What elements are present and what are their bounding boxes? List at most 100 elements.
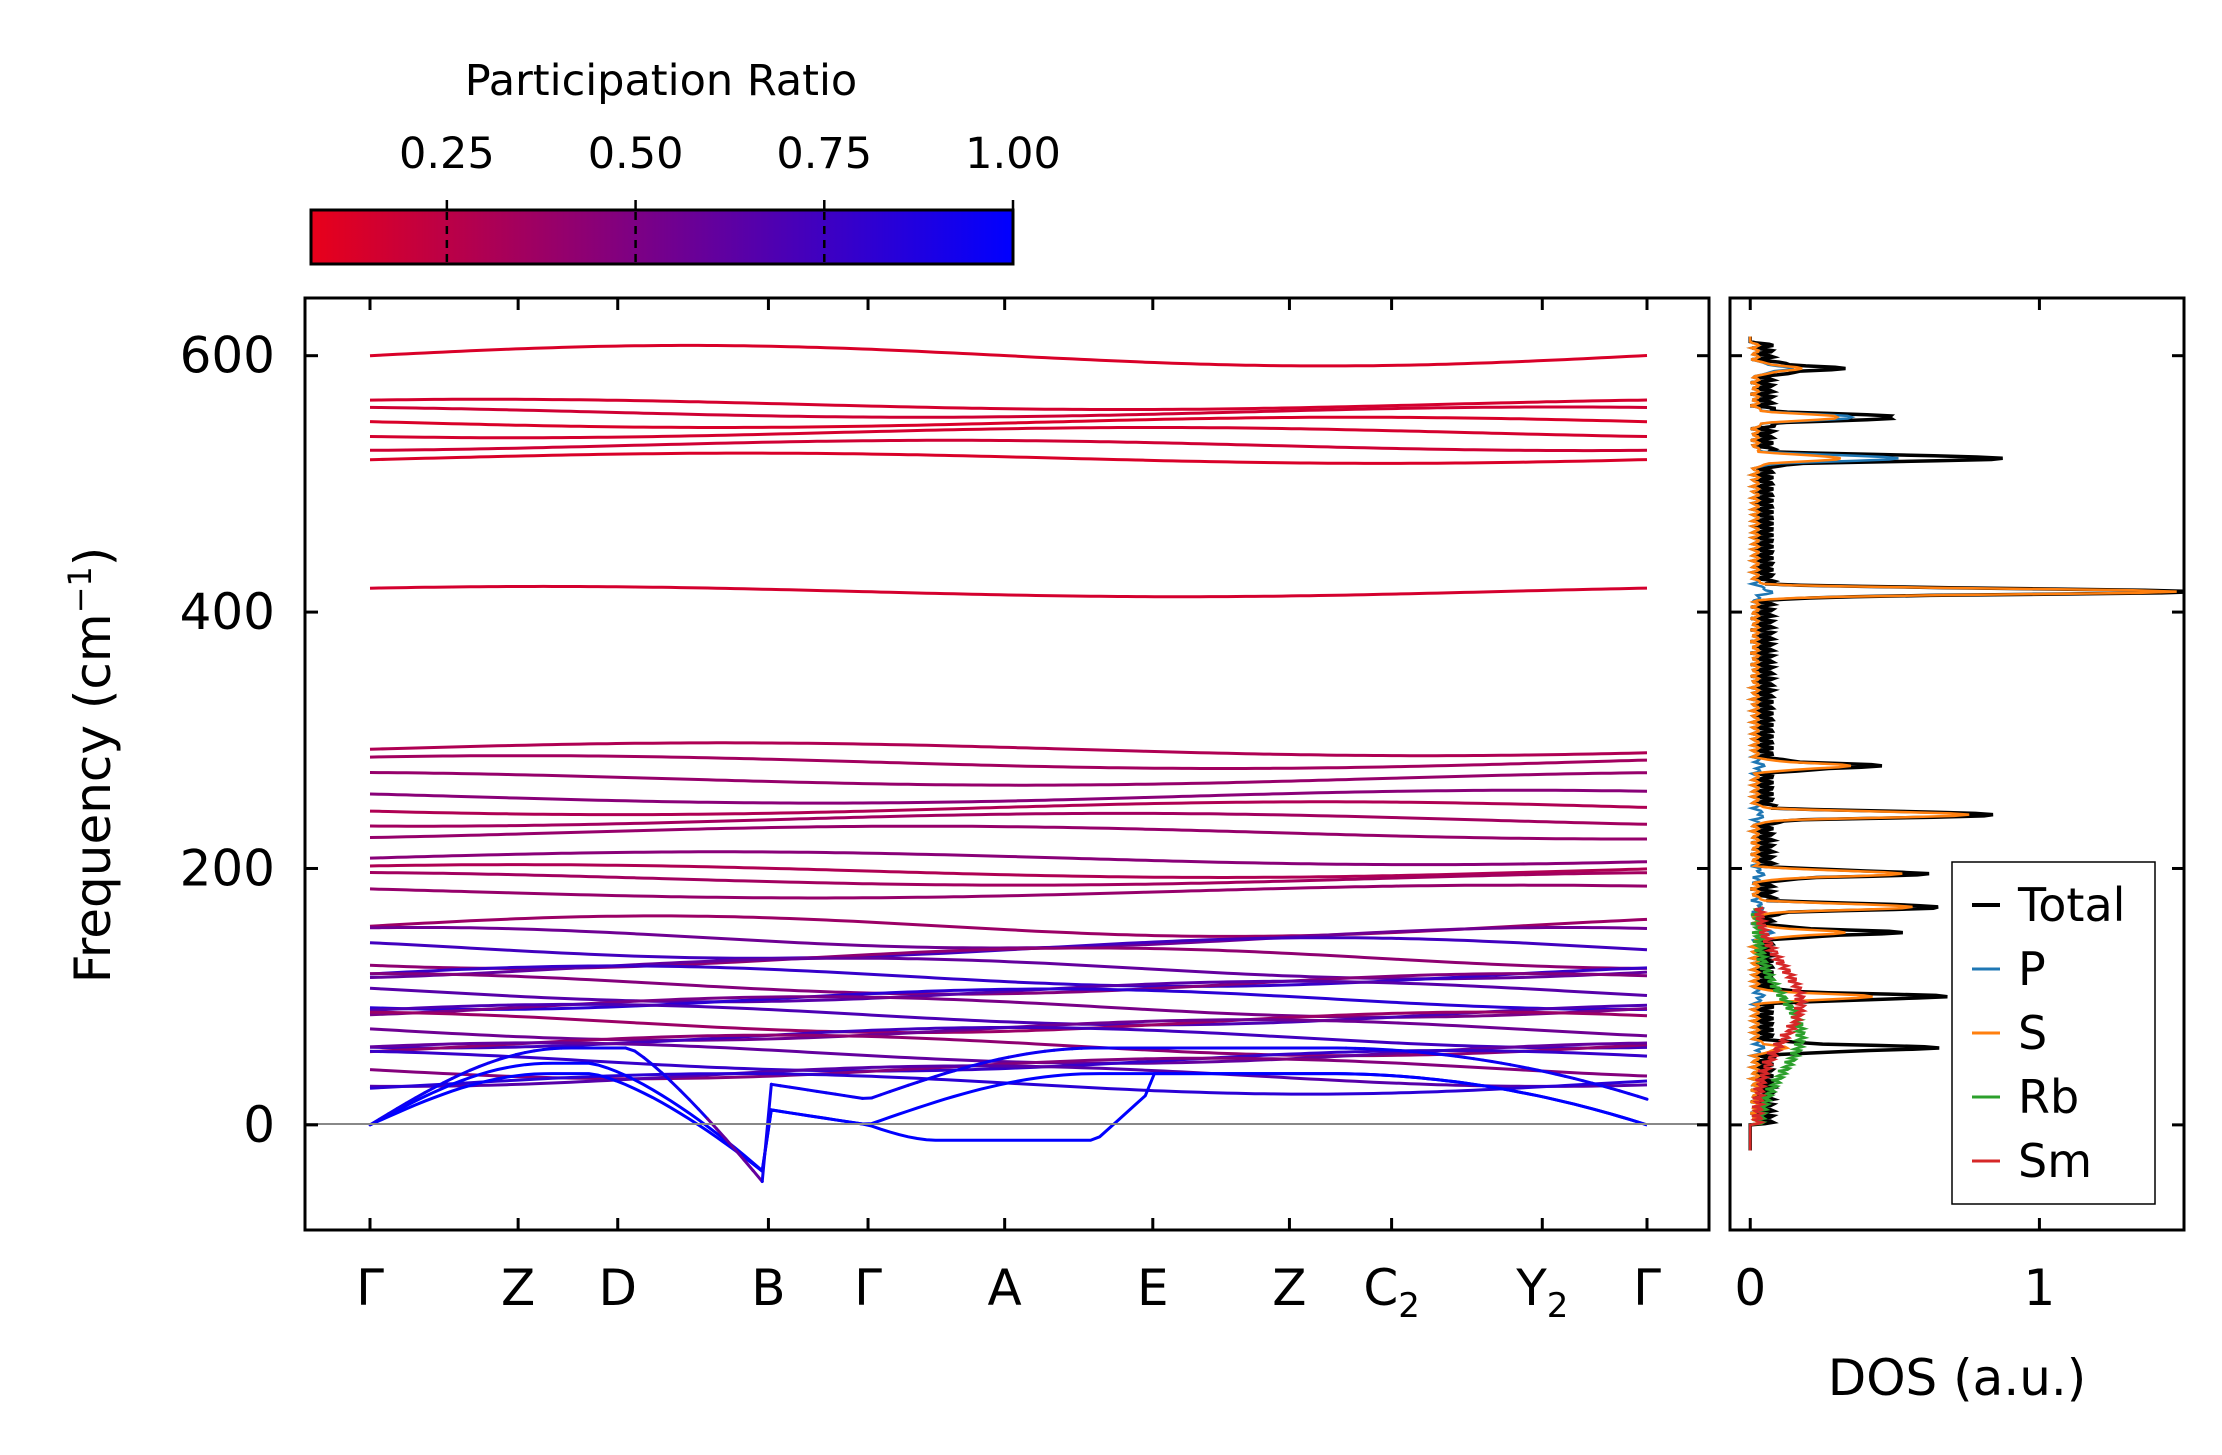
phonon-band (369, 824, 1647, 841)
band-segment (934, 1072, 947, 1078)
band-segment (633, 1049, 646, 1059)
high-symmetry-label: Y2 (1515, 1259, 1568, 1326)
band-segment (432, 1081, 445, 1090)
band-segment (1554, 1072, 1567, 1078)
band-segment (1517, 1064, 1530, 1070)
band-segment (979, 1059, 992, 1065)
legend-label: Total (2017, 878, 2125, 932)
phonon-band (369, 426, 1648, 440)
band-segment (879, 1090, 892, 1097)
dos-plot-frame (1728, 296, 2186, 1232)
ylabel-sup: −1 (61, 566, 99, 613)
band-segment (1499, 1061, 1512, 1067)
band-segment (505, 1053, 518, 1059)
y-tick-label: 200 (180, 839, 275, 897)
high-symmetry-label: E (1137, 1259, 1169, 1317)
phonon-band (369, 883, 1648, 900)
band-segment (788, 1085, 801, 1091)
phonon-band (369, 771, 1648, 787)
phonon-band (369, 741, 1648, 758)
legend-label: P (2018, 942, 2046, 996)
band-segment (906, 1080, 919, 1087)
band-segment (651, 1063, 664, 1075)
band-segment (669, 1079, 682, 1092)
band-segment (441, 1076, 454, 1085)
high-symmetry-label: A (988, 1259, 1022, 1317)
band-segment (961, 1064, 974, 1070)
phonon-band (369, 1064, 1648, 1088)
band-plot-frame (303, 296, 1711, 1232)
phonon-band (369, 1025, 1648, 1050)
band-segment (1408, 1049, 1421, 1054)
band-segment (1043, 1048, 1056, 1053)
band-segment (815, 1089, 828, 1095)
phonon-band (369, 979, 1648, 1004)
band-segment (1563, 1074, 1576, 1080)
band-segment (897, 1083, 910, 1090)
dos-curves (1745, 336, 2184, 1151)
band-segment (459, 1068, 472, 1076)
band-segment (1609, 1086, 1622, 1093)
y-tick-label: 0 (243, 1096, 275, 1154)
high-symmetry-label: Γ (1633, 1259, 1661, 1317)
band-segment (806, 1088, 819, 1093)
colorbar-bar (309, 208, 1015, 266)
band-segment (678, 1088, 691, 1101)
band-segment (1545, 1070, 1558, 1076)
colorbar-ticks: 0.25 0.50 0.75 1.00 (399, 129, 1061, 262)
band-segment (532, 1048, 545, 1053)
band-segment (1526, 1066, 1540, 1072)
colorbar-tick-label: 1.00 (965, 129, 1061, 179)
phonon-band (369, 415, 1648, 429)
band-segment (1572, 1076, 1585, 1083)
band-segment (623, 1046, 637, 1053)
band-segment (715, 1127, 728, 1141)
phonon-band (369, 850, 1648, 867)
band-segment (733, 1147, 746, 1162)
band-segment (496, 1055, 509, 1062)
band-segment (778, 1084, 792, 1089)
dos-sm-curve (1748, 906, 1810, 1151)
phonon-band (369, 788, 1648, 805)
high-symmetry-label: C2 (1363, 1259, 1420, 1326)
phonon-band (369, 397, 1648, 411)
dos-x-tick-label: 1 (2024, 1259, 2056, 1317)
band-segment (724, 1137, 737, 1151)
band-segment (1061, 1047, 1074, 1051)
band-segment (760, 1082, 773, 1183)
band-segment (824, 1091, 837, 1096)
band-segment (997, 1055, 1010, 1061)
band-segment (1435, 1052, 1448, 1057)
band-segment (1599, 1084, 1613, 1090)
band-segment (842, 1094, 855, 1099)
band-segment (1581, 1079, 1594, 1085)
phonon-band (369, 1061, 1648, 1174)
legend-label: S (2018, 1006, 2047, 1060)
colorbar-title: Participation Ratio (465, 56, 858, 106)
phonon-band (369, 863, 1648, 879)
dos-legend: Total PS Rb Sm (1951, 861, 2156, 1205)
high-symmetry-label: Z (501, 1259, 535, 1317)
band-segment (1016, 1052, 1029, 1057)
band-segment (1007, 1053, 1020, 1059)
band-y-axis: 0 200 400 600 (180, 327, 1709, 1154)
ylabel-main: Frequency (cm (64, 613, 122, 983)
band-segment (952, 1066, 965, 1073)
band-segment (450, 1072, 463, 1080)
band-segment (751, 1169, 764, 1183)
band-segment (1390, 1048, 1403, 1053)
phonon-band (369, 964, 1648, 988)
band-segment (1052, 1047, 1065, 1052)
legend-label: Sm (2018, 1134, 2092, 1188)
band-segment (888, 1086, 901, 1094)
band-segment (1444, 1053, 1457, 1058)
band-x-axis: Γ Z D B Γ A E Z C2 Y2 Γ (356, 298, 1661, 1326)
dos-x-axis-label: DOS (a.u.) (1828, 1349, 2087, 1407)
band-segment (1426, 1051, 1439, 1056)
y-tick-label: 400 (180, 583, 275, 641)
band-segment (414, 1091, 427, 1100)
band-segment (514, 1051, 527, 1057)
band-segment (1536, 1068, 1549, 1074)
phonon-band (369, 871, 1648, 887)
